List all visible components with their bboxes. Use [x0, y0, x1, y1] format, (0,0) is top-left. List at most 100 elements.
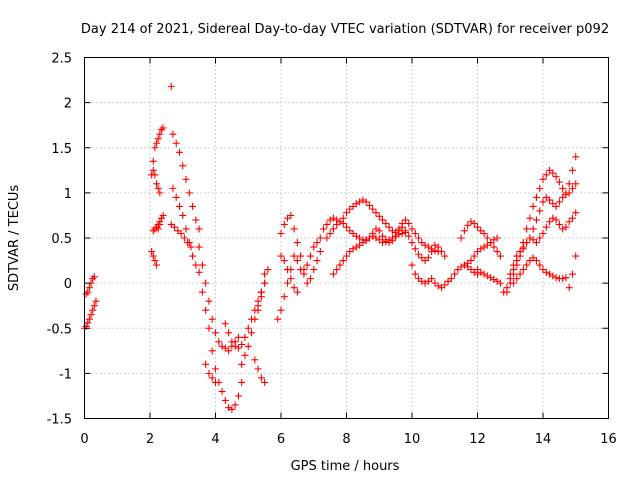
data-point — [228, 405, 236, 413]
data-point — [172, 139, 180, 147]
data-point — [238, 360, 246, 368]
data-point — [205, 369, 213, 377]
data-point — [149, 252, 157, 260]
data-point — [172, 193, 180, 201]
data-point — [431, 241, 439, 249]
data-point — [280, 293, 288, 301]
data-point — [559, 225, 567, 233]
series-s3 — [148, 124, 167, 179]
data-point — [212, 329, 219, 337]
data-point — [526, 234, 534, 242]
data-point — [451, 270, 459, 278]
data-point — [467, 257, 475, 265]
data-point — [372, 234, 380, 242]
x-tick-label: 4 — [211, 432, 219, 447]
data-point — [225, 329, 233, 337]
data-point — [323, 220, 331, 228]
data-point — [184, 239, 192, 247]
data-point — [523, 261, 531, 269]
data-point — [157, 126, 165, 134]
data-point — [313, 257, 321, 265]
data-point — [264, 266, 272, 274]
data-point — [552, 202, 560, 210]
series-s11 — [195, 243, 242, 355]
data-point — [493, 234, 501, 242]
data-point — [392, 232, 400, 240]
data-point — [411, 270, 419, 278]
data-point — [496, 279, 504, 287]
data-point — [510, 261, 518, 269]
data-point — [92, 297, 100, 305]
data-point — [293, 257, 301, 265]
data-point — [398, 229, 406, 237]
series-s18 — [274, 234, 324, 323]
data-point — [274, 315, 282, 323]
x-tick-label: 14 — [535, 432, 552, 447]
data-point — [151, 171, 159, 179]
data-point — [552, 216, 560, 224]
data-point — [480, 270, 488, 278]
series-s10 — [167, 220, 195, 251]
series-s13 — [202, 360, 219, 386]
data-point — [379, 232, 387, 240]
data-point — [218, 387, 226, 395]
data-point — [457, 234, 465, 242]
data-point — [85, 315, 93, 323]
data-point — [555, 220, 563, 228]
data-point — [320, 225, 328, 233]
data-point — [212, 378, 219, 386]
data-point — [82, 322, 90, 330]
data-point — [280, 257, 288, 265]
data-point — [411, 229, 419, 237]
data-point — [503, 288, 511, 296]
data-point — [339, 220, 347, 228]
data-point — [90, 302, 98, 310]
data-point — [411, 245, 419, 253]
x-tick-label: 8 — [342, 432, 350, 447]
data-point — [84, 319, 92, 327]
data-point — [474, 223, 481, 231]
data-point — [532, 193, 540, 201]
data-point — [195, 243, 203, 251]
data-point — [549, 169, 557, 177]
series-s21 — [320, 196, 442, 256]
data-point — [415, 234, 423, 242]
data-point — [195, 268, 203, 276]
data-point — [151, 257, 159, 265]
data-point — [287, 275, 295, 283]
data-point — [175, 148, 183, 156]
data-point — [542, 171, 550, 179]
data-point — [532, 239, 540, 247]
data-point — [552, 274, 560, 282]
data-point — [532, 257, 540, 265]
data-point — [208, 374, 216, 382]
data-point — [559, 184, 567, 192]
data-point — [89, 306, 97, 314]
data-point — [300, 266, 308, 274]
data-point — [356, 198, 364, 206]
data-point — [539, 198, 547, 206]
data-point — [228, 338, 236, 346]
data-point — [159, 211, 167, 219]
data-point — [395, 230, 403, 238]
series-s19 — [277, 211, 324, 287]
data-point — [251, 315, 259, 323]
data-point — [154, 184, 162, 192]
data-point — [167, 82, 175, 90]
series-s9 — [169, 184, 203, 276]
data-point — [336, 261, 344, 269]
data-point — [182, 225, 190, 233]
data-point — [290, 284, 298, 292]
data-point — [293, 288, 301, 296]
data-point — [362, 198, 370, 206]
series-s31 — [510, 254, 570, 287]
data-point — [303, 261, 311, 269]
series-s20 — [277, 252, 301, 296]
data-point — [175, 202, 183, 210]
series-s8 — [169, 130, 203, 233]
data-point — [372, 225, 380, 233]
data-point — [405, 220, 413, 228]
data-point — [251, 356, 259, 364]
data-point — [85, 284, 93, 292]
